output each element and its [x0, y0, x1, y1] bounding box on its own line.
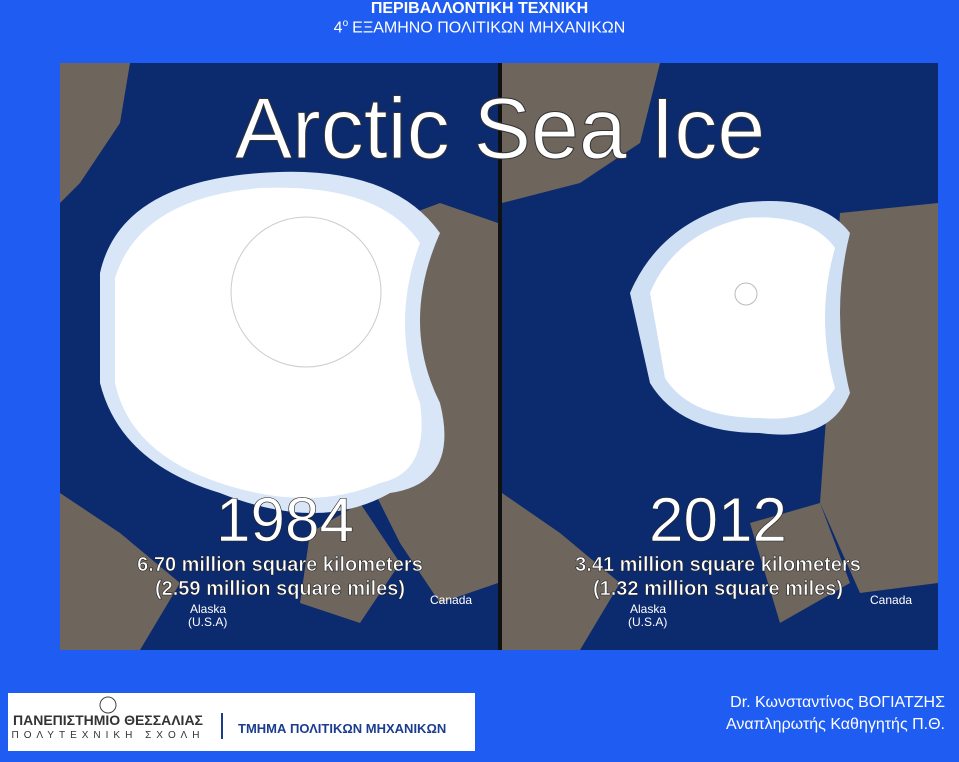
school: ΠΟΛΥΤΕΧΝΙΚΗ ΣΧΟΛΗ: [12, 730, 205, 741]
region-label: Alaska: [630, 602, 666, 616]
sea-ice-image: Arctic Sea Ice 1984 6.70 million square …: [60, 63, 938, 650]
header-subtitle: 4ο ΕΞΑΜΗΝΟ ΠΟΛΙΤΙΚΩΝ ΜΗΧΑΝΙΚΩΝ: [0, 18, 959, 37]
area-km: 6.70 million square kilometers: [137, 554, 423, 576]
semester-text: ΕΞΑΜΗΝΟ ΠΟΛΙΤΙΚΩΝ ΜΗΧΑΝΙΚΩΝ: [352, 19, 626, 37]
ice-1984: [100, 171, 445, 513]
area-mi: (2.59 million square miles): [155, 578, 405, 600]
position: Αναπληρωτής Καθηγητής Π.Θ.: [726, 716, 945, 733]
university-logo: ΠΑΝΕΠΙΣΤΗΜΙΟ ΘΕΣΣΑΛΙΑΣ ΠΟΛΥΤΕΧΝΙΚΗ ΣΧΟΛΗ…: [8, 693, 475, 751]
area-mi: (1.32 million square miles): [593, 578, 843, 600]
university: ΠΑΝΕΠΙΣΤΗΜΙΟ ΘΕΣΣΑΛΙΑΣ: [13, 712, 203, 728]
logo-graphic: ΠΑΝΕΠΙΣΤΗΜΙΟ ΘΕΣΣΑΛΙΑΣ ΠΟΛΥΤΕΧΝΙΚΗ ΣΧΟΛΗ…: [12, 696, 446, 741]
author: Dr. Κωνσταντίνος ΒΟΓΙΑΤΖΗΣ: [730, 694, 945, 711]
logo-emblem: [99, 696, 117, 714]
year: 2012: [649, 486, 787, 555]
ordinal: ο: [342, 18, 349, 29]
region-label: Canada: [430, 593, 472, 607]
ice-2012: [630, 201, 850, 435]
panel-1984: 1984 6.70 million square kilometers (2.5…: [137, 486, 473, 629]
semester-number: 4: [333, 19, 343, 37]
region-note: (U.S.A): [188, 615, 227, 629]
region-label: Canada: [870, 593, 912, 607]
header-title: ΠΕΡΙΒΑΛΛΟΝΤΙΚΗ ΤΕΧΝΙΚΗ: [370, 0, 589, 17]
area-km: 3.41 million square kilometers: [575, 554, 861, 576]
image-title: Arctic Sea Ice: [235, 81, 766, 177]
region-label: Alaska: [190, 602, 226, 616]
department: ΤΜΗΜΑ ΠΟΛΙΤΙΚΩΝ ΜΗΧΑΝΙΚΩΝ: [238, 721, 446, 736]
year: 1984: [216, 486, 354, 555]
panel-2012: 2012 3.41 million square kilometers (1.3…: [575, 486, 913, 629]
region-note: (U.S.A): [628, 615, 667, 629]
